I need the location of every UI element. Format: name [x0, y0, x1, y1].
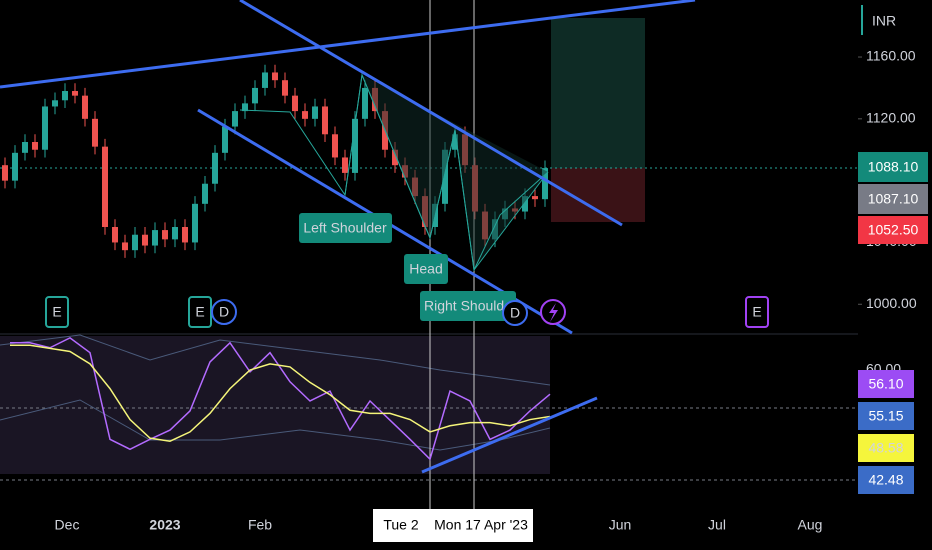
annotation-text: Left Shoulder	[303, 220, 387, 236]
crosshair-label: Mon 17 Apr '23	[434, 517, 528, 533]
candle-body	[242, 103, 248, 112]
candle-body	[52, 100, 58, 107]
candle-body	[142, 234, 148, 246]
candle-body	[302, 111, 308, 119]
candle-body	[132, 234, 138, 251]
candle-body	[232, 111, 238, 127]
candle-body	[322, 106, 328, 135]
badge-text: 1087.10	[868, 191, 919, 207]
candle-body	[122, 242, 128, 251]
candle-body	[212, 152, 218, 184]
x-axis-label: Jul	[708, 517, 726, 533]
candle-body	[112, 226, 118, 243]
candle-body	[22, 142, 28, 153]
event-icon[interactable]: D	[211, 299, 237, 325]
trend-line	[421, 396, 598, 474]
indicator	[10, 336, 551, 461]
candle-body	[202, 183, 208, 204]
x-axis-label: Dec	[55, 517, 80, 533]
price-badge: 1052.50	[858, 216, 928, 244]
candle-body	[172, 226, 178, 240]
candle-body	[2, 165, 8, 181]
x-axis-label: Jun	[609, 517, 632, 533]
badge-text: 42.48	[868, 472, 903, 488]
candle-body	[162, 230, 168, 240]
badge-text: 1052.50	[868, 222, 919, 238]
candle-body	[352, 118, 358, 173]
crosshair-label-box	[373, 509, 533, 542]
badge-text: 56.10	[868, 376, 903, 392]
candle-body	[152, 230, 158, 246]
candle-body	[392, 149, 398, 166]
x-axis-label: Feb	[248, 517, 272, 533]
target-zone	[551, 18, 645, 168]
annotation: Right Shoulder	[420, 291, 517, 321]
candle-body	[522, 196, 528, 212]
candle-body	[222, 126, 228, 153]
trend-line	[239, 0, 623, 227]
candle-body	[332, 134, 338, 158]
event-text: D	[510, 305, 520, 321]
event-text: E	[52, 304, 61, 320]
annotation-text: Head	[409, 261, 442, 277]
candle-body	[102, 146, 108, 227]
event-text: D	[219, 304, 229, 320]
annotation-text: Right Shoulder	[424, 298, 517, 314]
candle-body	[452, 134, 458, 150]
candle-body	[442, 149, 448, 204]
candle-body	[42, 106, 48, 150]
indicator-badge: 48.58	[858, 434, 914, 462]
x-axis-label: Aug	[798, 517, 823, 533]
badge-text: 48.58	[868, 440, 903, 456]
candle-body	[542, 168, 548, 200]
candle-body	[82, 95, 88, 119]
stop-zone	[551, 168, 645, 222]
candle-body	[312, 106, 318, 119]
indicator-line	[10, 336, 551, 461]
candle-body	[282, 80, 288, 96]
badge-text: 55.15	[868, 408, 903, 424]
y-tick-label: 1160.00	[866, 48, 916, 64]
event-text: E	[752, 304, 761, 320]
badge-text: 1088.10	[868, 159, 919, 175]
candle-body	[362, 87, 368, 119]
trend-line	[0, 0, 696, 89]
event-icon[interactable]: D	[502, 300, 528, 326]
candle-body	[182, 226, 188, 243]
candle-body	[532, 196, 538, 200]
event-icon[interactable]: E	[45, 296, 69, 328]
annotation: Head	[404, 254, 448, 284]
x-axis-label: 2023	[149, 517, 180, 533]
candle-body	[62, 91, 68, 101]
candle-body	[72, 91, 78, 96]
indicator-line	[10, 344, 551, 442]
currency: INR	[872, 13, 896, 29]
candle-body	[272, 72, 278, 81]
event-icon[interactable]	[540, 299, 566, 325]
annotation: Left Shoulder	[299, 213, 392, 243]
candle-body	[12, 152, 18, 181]
pattern-zigzag	[239, 73, 549, 272]
indicator-badge: 55.15	[858, 402, 914, 430]
price-badge: 1088.10	[858, 152, 928, 182]
candle-body	[262, 72, 268, 88]
price-badge: 1087.10	[858, 184, 928, 214]
candle-body	[92, 118, 98, 147]
y-tick-label: 1120.00	[866, 110, 916, 126]
candle-body	[192, 203, 198, 243]
event-icon[interactable]: E	[745, 296, 769, 328]
y-tick-label: 1000.00	[866, 295, 917, 311]
indicator-badge: 56.10	[858, 370, 914, 398]
band-line	[0, 334, 551, 386]
candle-body	[342, 157, 348, 173]
indicator-badge: 42.48	[858, 466, 914, 494]
crosshair-label: Tue 2	[383, 517, 418, 533]
candle-body	[292, 95, 298, 112]
candle-body	[32, 142, 38, 150]
event-text: E	[195, 304, 204, 320]
candle-body	[252, 87, 258, 104]
event-icon[interactable]: E	[188, 296, 212, 328]
